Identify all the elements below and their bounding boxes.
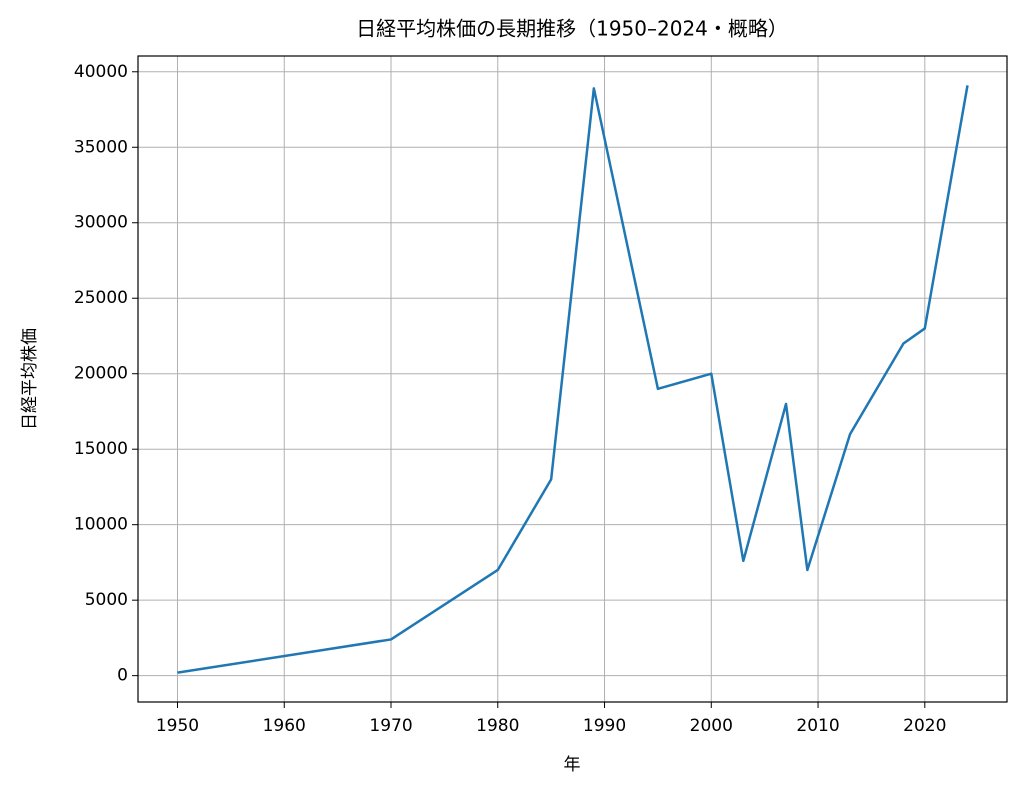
x-tick-label: 2010 (796, 716, 839, 736)
y-axis-label: 日経平均株価 (20, 328, 40, 430)
x-tick-label: 2000 (690, 716, 733, 736)
x-tick-label: 1970 (369, 716, 412, 736)
y-tick-label: 35000 (74, 137, 128, 157)
y-tick-label: 0 (117, 666, 128, 686)
chart-title: 日経平均株価の長期推移（1950–2024・概略） (356, 17, 788, 41)
y-tick-label: 5000 (85, 590, 128, 610)
y-tick-label: 40000 (74, 62, 128, 82)
x-tick-label: 1980 (476, 716, 519, 736)
x-tick-label: 1960 (263, 716, 306, 736)
y-tick-label: 20000 (74, 364, 128, 384)
data-line (177, 85, 969, 674)
y-tick-label: 10000 (74, 515, 128, 535)
plot-frame (137, 55, 1008, 703)
y-tick-label: 15000 (74, 439, 128, 459)
y-tick-label: 25000 (74, 288, 128, 308)
x-axis-label: 年 (564, 755, 581, 775)
x-tick-label: 1990 (583, 716, 626, 736)
x-tick-label: 1950 (156, 716, 199, 736)
x-tick-label: 2020 (903, 716, 946, 736)
y-tick-label: 30000 (74, 213, 128, 233)
